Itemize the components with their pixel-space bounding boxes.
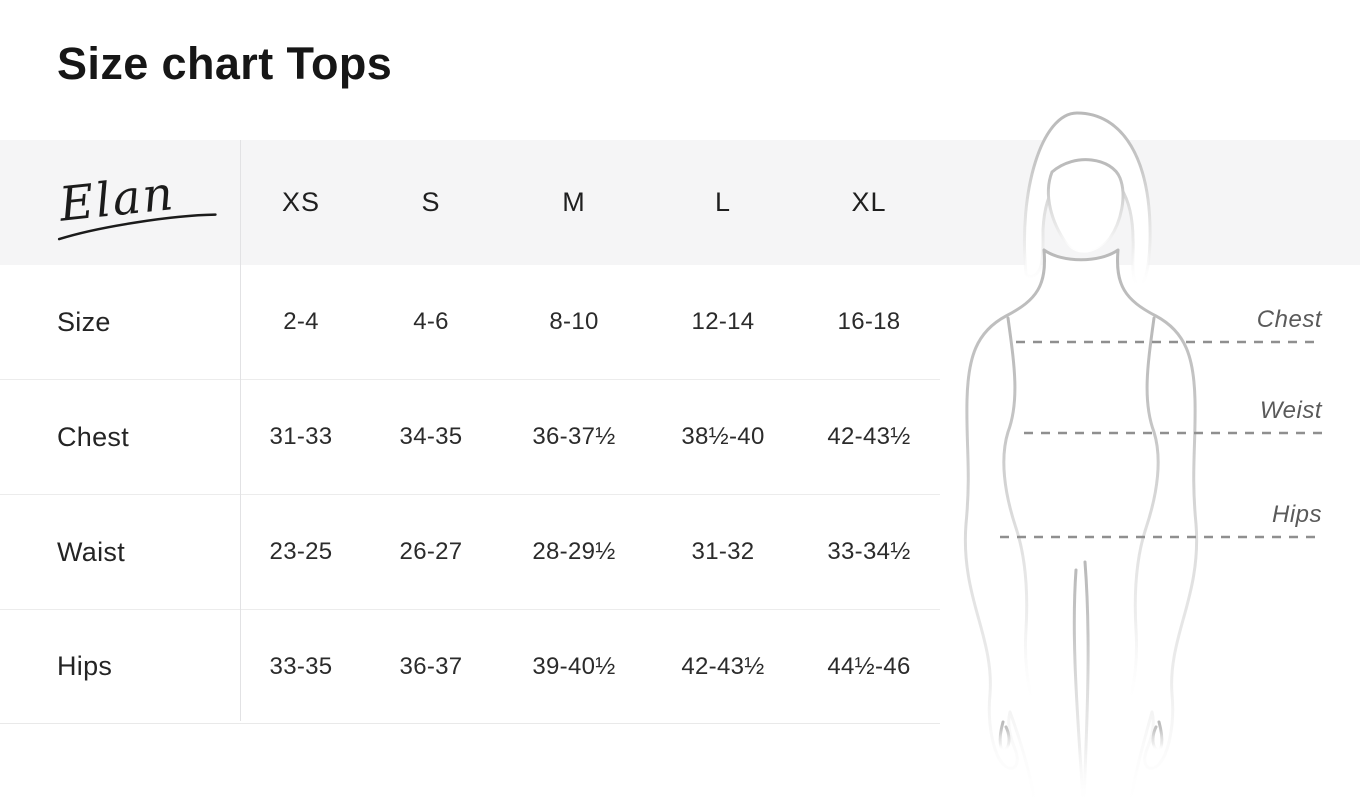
- brand-logo-underline: [57, 213, 217, 241]
- size-cell: 2-4: [283, 308, 319, 335]
- row-label-hips: Hips: [0, 609, 240, 724]
- hips-cell: 33-35: [240, 609, 362, 724]
- body-figure-illustration: Chest Weist Hips: [963, 111, 1323, 804]
- brand-logo: Elan: [56, 166, 217, 241]
- figure-right-torso-line: [1128, 316, 1160, 702]
- figure-right-hand-detail: [1151, 720, 1164, 752]
- table-vertical-divider: [240, 140, 241, 721]
- chest-cell: 42-43½: [798, 379, 940, 494]
- size-cell: 4-6: [413, 308, 449, 335]
- row-label-size: Size: [57, 306, 111, 337]
- hips-cell: 39-40½: [500, 609, 648, 724]
- size-column-header-m: M: [562, 187, 586, 217]
- figure-left-torso-line: [1002, 316, 1034, 702]
- hips-cell: 36-37: [362, 609, 500, 724]
- page-title: Size chart Tops: [57, 38, 393, 89]
- brand-logo-cell: Elan: [0, 140, 240, 265]
- hips-cell: 42-43½: [648, 609, 798, 724]
- size-cell: 8-10: [549, 308, 599, 335]
- figure-body-outline: [963, 248, 1199, 804]
- hips-cell: 44½-46: [798, 609, 940, 724]
- size-column-header-l: L: [714, 187, 732, 217]
- brand-logo-text: Elan: [56, 166, 178, 233]
- waist-cell: 33-34½: [798, 494, 940, 609]
- size-column-header-xl: XL: [851, 187, 887, 217]
- row-label-waist: Waist: [0, 494, 240, 609]
- waist-cell: 26-27: [362, 494, 500, 609]
- chest-cell: 36-37½: [500, 379, 648, 494]
- chest-cell: 38½-40: [648, 379, 798, 494]
- figure-hair-outline: [1022, 111, 1152, 287]
- waist-cell: 23-25: [240, 494, 362, 609]
- waist-measurement-label: Weist: [1260, 397, 1323, 424]
- waist-cell: 31-32: [648, 494, 798, 609]
- figure-left-hand-detail: [998, 720, 1011, 752]
- waist-cell: 28-29½: [500, 494, 648, 609]
- size-cell: 12-14: [691, 308, 755, 335]
- figure-face-outline: [1047, 158, 1125, 254]
- chest-measurement-label: Chest: [1257, 306, 1323, 333]
- chest-cell: 34-35: [362, 379, 500, 494]
- size-column-header-xs: XS: [281, 187, 321, 217]
- hips-measurement-label: Hips: [1272, 501, 1322, 528]
- row-label-chest: Chest: [0, 379, 240, 494]
- size-table: Elan XS S M L XL Size 2-4 4-6 8-10 12-14…: [0, 140, 940, 724]
- size-column-header-s: S: [421, 187, 441, 217]
- size-cell: 16-18: [837, 308, 901, 335]
- chest-cell: 31-33: [240, 379, 362, 494]
- figure-inner-leg-lines: [1072, 560, 1090, 802]
